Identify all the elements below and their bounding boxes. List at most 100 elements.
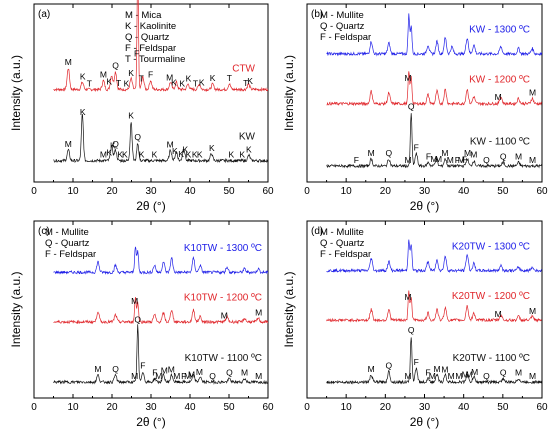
legend-entry: F - Feldspar (125, 43, 176, 54)
phase-label: M (495, 92, 502, 102)
phase-label: K (247, 76, 253, 86)
x-axis-label: 2θ (°) (410, 415, 439, 429)
phase-label: M (255, 308, 262, 318)
series-label: K20TW - 1200 ºC (452, 291, 530, 302)
series-line-1 (53, 0, 269, 93)
chart-panel-4: 0 10 20 30 40 50 60 2θ (°) Intensity (a.u.) (d)M … (282, 220, 548, 429)
series-label: KW (239, 131, 256, 142)
phase-label: K (128, 68, 134, 78)
x-axis-label: 2θ (°) (136, 199, 165, 213)
series-label: KW - 1300 ºC (469, 24, 530, 35)
legend-entry: K - Kaolinite (125, 21, 176, 32)
phase-label: M (188, 369, 195, 379)
phase-label: T (116, 78, 121, 88)
chart-panel-3: 0 10 20 30 40 50 60 2θ (°) Intensity (a.u.) (c)M … (9, 220, 274, 429)
phase-label: Q (386, 148, 393, 158)
phase-label: Q (500, 368, 507, 378)
phase-label: Q (226, 368, 233, 378)
series-line-2 (326, 290, 542, 323)
series-line-1 (326, 13, 543, 57)
series-line-2 (53, 114, 269, 164)
x-tick-label: 0 (31, 402, 37, 413)
phase-label: Q (112, 61, 119, 71)
phase-label: K (210, 73, 216, 83)
phase-label: K (128, 110, 134, 120)
x-tick-label: 30 (145, 186, 157, 197)
panel-label: (d) (311, 226, 323, 237)
phase-label: M (471, 367, 478, 377)
series-label: K20TW - 1100 ºC (453, 353, 530, 364)
x-tick-label: 10 (67, 186, 79, 197)
legend-entry: F - Feldspar (320, 249, 371, 260)
phase-label: M (515, 151, 522, 161)
x-tick-label: 60 (536, 186, 548, 197)
phase-label: K (229, 150, 235, 160)
series-label: KW - 1200 ºC (469, 74, 530, 85)
phase-label: M (173, 371, 180, 381)
phase-label: K (110, 140, 116, 150)
series-line-1 (326, 239, 543, 274)
x-tick-label: 20 (106, 402, 118, 413)
panel-label: (c) (38, 226, 50, 237)
panel-label: (a) (38, 9, 50, 20)
phase-label: M (131, 296, 138, 306)
phase-label: K (124, 78, 130, 88)
panel-label: (b) (311, 9, 323, 20)
x-tick-label: 60 (262, 186, 274, 197)
phase-label: M (405, 155, 412, 165)
phase-label: M (529, 155, 536, 165)
phase-label: F (148, 70, 153, 80)
phase-label: M (448, 371, 455, 381)
x-tick-label: 60 (262, 402, 274, 413)
phase-label: K (117, 150, 123, 160)
phase-label: Q (209, 371, 216, 381)
phase-label: M (368, 364, 375, 374)
x-tick-label: 40 (184, 186, 196, 197)
phase-label: M (161, 365, 168, 375)
phase-label: T (243, 78, 248, 88)
x-tick-label: 0 (31, 186, 37, 197)
y-axis-label: Intensity (a.u.) (282, 55, 296, 131)
phase-label: M (430, 154, 437, 164)
phase-label: M (441, 148, 448, 158)
series-line-2 (326, 71, 543, 107)
phase-label: Q (134, 132, 141, 142)
phase-label: K (239, 150, 245, 160)
phase-label: F (152, 368, 157, 378)
phase-label: K (106, 148, 112, 158)
phase-label: K (178, 149, 184, 159)
phase-label: M (470, 150, 477, 160)
x-tick-label: 40 (458, 402, 470, 413)
phase-label: M (466, 369, 473, 379)
phase-label: M (462, 369, 469, 379)
x-axis-label: 2θ (°) (410, 199, 439, 213)
phase-label: M (100, 150, 107, 160)
phase-label: K (199, 78, 205, 88)
x-tick-label: 30 (419, 402, 431, 413)
x-tick-label: 10 (341, 402, 353, 413)
phase-label: K (122, 150, 128, 160)
phase-label: M (441, 364, 448, 374)
phase-label: F (414, 357, 419, 367)
x-tick-label: 20 (380, 186, 392, 197)
phase-label: Q (112, 139, 119, 149)
x-tick-label: 30 (419, 186, 431, 197)
y-axis-label: Intensity (a.u.) (9, 271, 23, 347)
phase-label: M (155, 371, 162, 381)
series-label: CTW (232, 64, 255, 75)
phase-label: F (426, 151, 431, 161)
x-axis-label: 2θ (°) (136, 415, 165, 429)
phase-label: K (172, 146, 178, 156)
phase-label: F (354, 155, 359, 165)
phase-label: M (167, 140, 174, 150)
phase-label: Q (483, 371, 490, 381)
x-tick-label: 0 (304, 402, 310, 413)
x-tick-label: 10 (67, 402, 79, 413)
phase-label: M (529, 88, 536, 98)
phase-label: M (405, 73, 412, 83)
x-tick-label: 40 (458, 186, 470, 197)
phase-label: K (186, 150, 192, 160)
phase-label: K (246, 144, 252, 154)
phase-label: F (140, 360, 145, 370)
